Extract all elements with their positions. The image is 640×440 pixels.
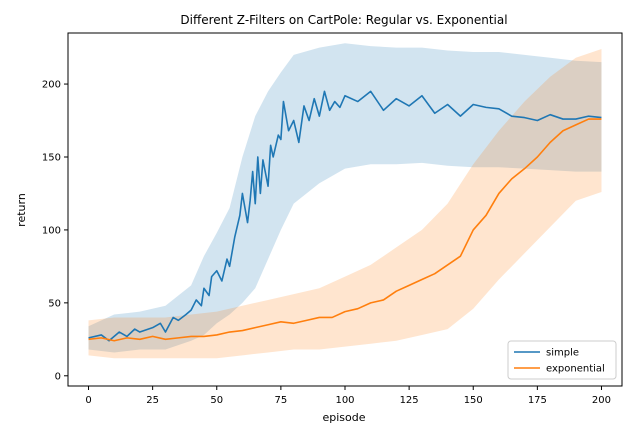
y-axis-label: return	[15, 193, 28, 227]
exponential-band	[88, 49, 602, 359]
x-tick-label: 100	[335, 395, 354, 406]
simple-line	[88, 90, 602, 342]
series-lines	[88, 90, 602, 342]
x-axis: 0 25 50 75 100 125 150 175 200	[85, 386, 611, 406]
x-axis-label: episode	[322, 411, 365, 424]
x-tick-label: 25	[146, 395, 159, 406]
confidence-bands	[88, 43, 602, 359]
y-tick-label: 0	[55, 371, 61, 382]
x-tick-label: 50	[210, 395, 223, 406]
y-tick-label: 200	[42, 80, 61, 91]
simple-legend-label: simple	[546, 348, 579, 359]
chart-title: Different Z-Filters on CartPole: Regular…	[180, 13, 507, 27]
y-tick-label: 100	[42, 225, 61, 236]
x-tick-label: 125	[400, 395, 419, 406]
legend-box	[507, 340, 617, 380]
exponential-legend-label: exponential	[546, 364, 605, 375]
legend: simple exponential	[507, 340, 617, 380]
x-tick-label: 0	[85, 395, 91, 406]
y-tick-label: 50	[48, 298, 61, 309]
x-tick-label: 75	[275, 395, 288, 406]
exponential-line	[88, 118, 602, 342]
y-tick-label: 150	[42, 152, 61, 163]
x-tick-label: 150	[464, 395, 483, 406]
y-axis: 0 50 100 150 200	[42, 80, 68, 382]
simple-band	[88, 43, 602, 353]
x-tick-label: 175	[528, 395, 547, 406]
x-tick-label: 200	[592, 395, 611, 406]
